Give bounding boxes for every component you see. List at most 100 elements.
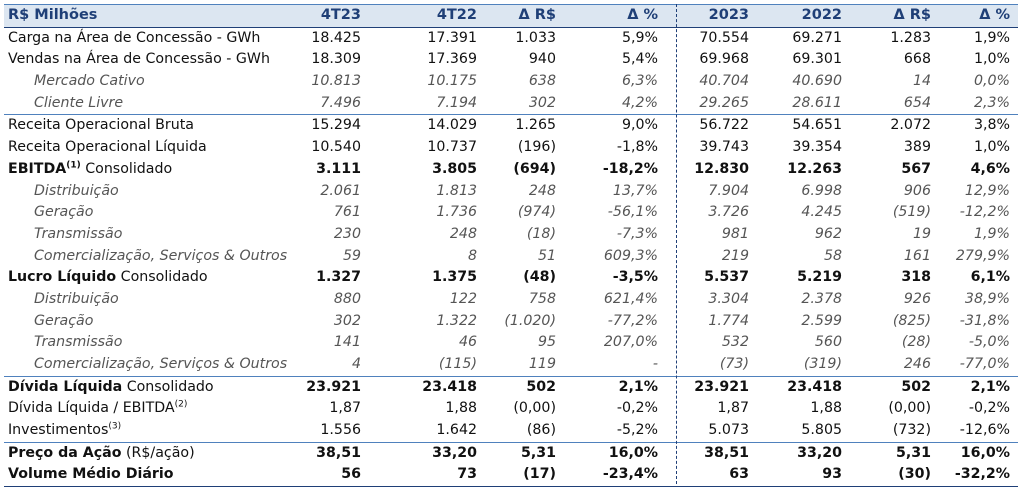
row-label-text: Comercialização, Serviços & Outros <box>34 247 288 264</box>
table-cell: 51 <box>537 247 556 264</box>
table-cell: 962 <box>814 225 842 242</box>
table-cell: - <box>652 356 658 372</box>
table-cell: 73 <box>457 466 477 483</box>
header-col-delta-rs-year: Δ R$ <box>893 7 931 23</box>
row-label-text: Vendas na Área de Concessão - GWh <box>8 51 270 68</box>
row-label-bold: Preço da Ação <box>8 444 122 461</box>
table-cell: -0,2% <box>616 400 658 417</box>
table-cell: 1,0% <box>973 51 1010 68</box>
table-cell: 10.175 <box>427 73 477 90</box>
row-label-text: Investimentos <box>8 422 109 439</box>
table-row: Preço da Ação (R$/ação) 38,51 33,20 5,31 16,… <box>4 441 1018 465</box>
table-cell: 302 <box>528 94 556 111</box>
row-label-suffix: (R$/ação) <box>121 444 195 461</box>
table-row: Receita Operacional Líquida 10.540 10.737 (… <box>4 137 1018 159</box>
table-cell: 69.968 <box>699 51 749 68</box>
table-cell: 10.540 <box>311 139 361 156</box>
row-label-suffix: Consolidado <box>116 269 208 286</box>
row-label: Distribuição <box>34 181 119 203</box>
table-cell: 14.029 <box>427 117 477 134</box>
row-label: Volume Médio Diário <box>8 464 174 486</box>
row-label: EBITDA(1) Consolidado <box>8 159 172 181</box>
table-cell: 668 <box>903 51 931 68</box>
table-cell: 7.194 <box>436 94 477 111</box>
table-cell: 18.309 <box>311 51 361 68</box>
table-cell: 302 <box>333 312 361 329</box>
financial-summary-table: R$ Milhões 4T23 4T22 Δ R$ Δ % 2023 2022 … <box>4 4 1018 488</box>
table-cell: (1.020) <box>504 312 556 329</box>
table-cell: 9,0% <box>621 117 658 134</box>
table-cell: -23,4% <box>602 466 658 483</box>
table-cell: 207,0% <box>603 334 658 351</box>
table-cell: 12.263 <box>787 160 842 177</box>
table-cell: 1.327 <box>316 269 361 286</box>
row-label-suffix: Consolidado <box>122 378 214 395</box>
table-cell: 318 <box>901 269 931 286</box>
table-cell: 17.391 <box>427 29 477 46</box>
table-cell: 39.354 <box>792 139 842 156</box>
table-cell: 10.737 <box>427 139 477 156</box>
row-label-text: Receita Operacional Líquida <box>8 139 207 156</box>
row-label-bold: EBITDA <box>8 160 67 177</box>
table-cell: 16,0% <box>960 444 1010 461</box>
table-cell: (30) <box>898 466 931 483</box>
table-row: Distribuição 880 122 758 621,4% 3.304 2.378 926… <box>4 289 1018 311</box>
table-cell: 23.418 <box>422 378 477 395</box>
table-cell: 981 <box>721 225 749 242</box>
table-cell: 6,3% <box>621 73 658 90</box>
table-row: Mercado Cativo 10.813 10.175 638 6,3% 40.704 4… <box>4 71 1018 93</box>
header-col-2022: 2022 <box>801 7 842 23</box>
row-label-text: Geração <box>34 312 94 329</box>
table-cell: 2,1% <box>970 378 1010 395</box>
table-cell: 1.736 <box>436 204 477 221</box>
table-cell: -7,3% <box>616 225 658 242</box>
row-label-text: Comercialização, Serviços & Outros <box>34 356 288 372</box>
table-cell: 6,1% <box>970 269 1010 286</box>
table-cell: 17.369 <box>427 51 477 68</box>
table-cell: 2.378 <box>801 290 842 307</box>
table-cell: 248 <box>449 225 477 242</box>
row-label: Dívida Líquida / EBITDA(2) <box>8 398 187 420</box>
table-cell: 1.556 <box>320 422 361 439</box>
table-cell: 38,51 <box>704 444 749 461</box>
table-cell: (48) <box>523 269 556 286</box>
table-cell: (319) <box>803 356 842 372</box>
row-label-bold: Volume Médio Diário <box>8 466 174 483</box>
table-cell: -1,8% <box>616 139 658 156</box>
table-cell: 12.830 <box>694 160 749 177</box>
header-col-2023: 2023 <box>708 7 749 23</box>
table-cell: 638 <box>528 73 556 90</box>
table-cell: 69.301 <box>792 51 842 68</box>
table-cell: 279,9% <box>955 247 1010 264</box>
footnote-marker: (2) <box>174 399 188 410</box>
table-cell: -32,2% <box>954 466 1010 483</box>
table-cell: 1.265 <box>515 117 556 134</box>
table-row: Lucro Líquido Consolidado 1.327 1.375 (48) -… <box>4 267 1018 289</box>
table-cell: (196) <box>517 139 556 156</box>
table-cell: 502 <box>901 378 931 395</box>
table-cell: 0,0% <box>973 73 1010 90</box>
table-row: Comercialização, Serviços & Outros 59 8 51 6… <box>4 246 1018 268</box>
row-label-text: Mercado Cativo <box>34 73 145 90</box>
table-cell: (0,00) <box>888 400 931 417</box>
table-cell: 2,1% <box>618 378 658 395</box>
table-cell: 23.921 <box>694 378 749 395</box>
table-cell: 1,9% <box>973 29 1010 46</box>
table-cell: 18.425 <box>311 29 361 46</box>
table-cell: 15.294 <box>311 117 361 134</box>
table-cell: 119 <box>528 356 556 372</box>
table-cell: 161 <box>903 247 931 264</box>
table-cell: 1.642 <box>436 422 477 439</box>
table-cell: (694) <box>513 160 556 177</box>
table-cell: 8 <box>467 247 477 264</box>
table-row: Dívida Líquida / EBITDA(2) 1,87 1,88 (0,00)… <box>4 398 1018 420</box>
row-label: Distribuição <box>34 289 119 311</box>
table-row: Receita Operacional Bruta 15.294 14.029 1.2… <box>4 114 1018 137</box>
table-cell: -31,8% <box>959 312 1010 329</box>
table-cell: 122 <box>449 290 477 307</box>
footnote-marker: (3) <box>108 421 122 432</box>
table-cell: 3.805 <box>432 160 477 177</box>
table-cell: 1,9% <box>973 225 1010 242</box>
table-cell: (974) <box>517 204 556 221</box>
row-label: Carga na Área de Concessão - GWh <box>8 28 260 50</box>
